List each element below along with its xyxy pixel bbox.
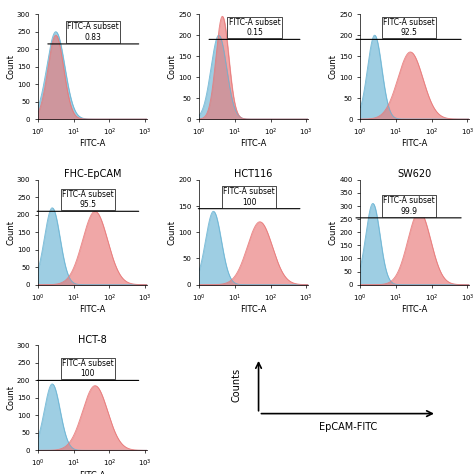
X-axis label: FITC-A: FITC-A [240,305,267,314]
Title: HCT116: HCT116 [235,169,273,179]
Text: FITC-A subset
0.83: FITC-A subset 0.83 [67,22,119,42]
Title: HCT-8: HCT-8 [78,335,107,345]
Text: FITC-A subset
100: FITC-A subset 100 [223,187,275,207]
X-axis label: FITC-A: FITC-A [240,139,267,148]
Y-axis label: Count: Count [329,220,338,245]
X-axis label: FITC-A: FITC-A [401,305,428,314]
Text: EpCAM-FITC: EpCAM-FITC [319,422,377,432]
Text: FITC-A subset
100: FITC-A subset 100 [62,359,114,378]
Y-axis label: Count: Count [6,54,15,79]
Y-axis label: Count: Count [168,220,177,245]
Y-axis label: Count: Count [6,220,15,245]
Y-axis label: Count: Count [6,385,15,410]
X-axis label: FITC-A: FITC-A [79,139,106,148]
Text: FITC-A subset
0.15: FITC-A subset 0.15 [228,18,280,37]
Text: FITC-A subset
95.5: FITC-A subset 95.5 [62,190,114,209]
X-axis label: FITC-A: FITC-A [79,305,106,314]
X-axis label: FITC-A: FITC-A [79,471,106,474]
Title: FHC-EpCAM: FHC-EpCAM [64,169,121,179]
Y-axis label: Count: Count [168,54,177,79]
Text: FITC-A subset
99.9: FITC-A subset 99.9 [383,196,435,216]
Title: SW620: SW620 [398,169,432,179]
X-axis label: FITC-A: FITC-A [401,139,428,148]
Y-axis label: Count: Count [329,54,338,79]
Text: FITC-A subset
92.5: FITC-A subset 92.5 [383,18,435,37]
Text: Counts: Counts [232,368,242,402]
